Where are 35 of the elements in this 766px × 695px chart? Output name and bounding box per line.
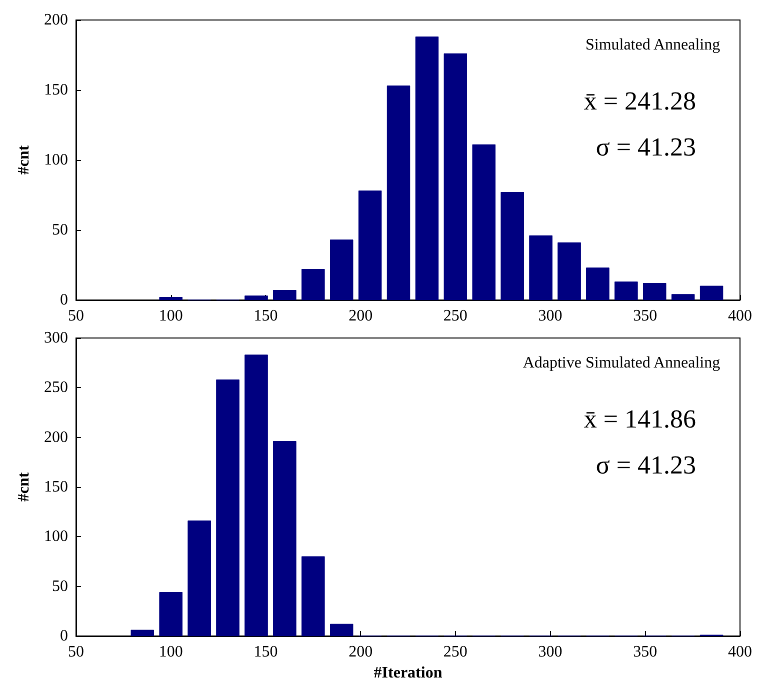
y-tick-label: 250 — [44, 379, 68, 396]
x-tick-label: 100 — [158, 644, 183, 660]
y-axis-title: #cnt — [16, 144, 32, 175]
y-tick-label: 0 — [60, 292, 68, 308]
text: Adaptive Simulated Annealing — [522, 354, 720, 372]
y-tick-label: 50 — [52, 222, 68, 238]
x-tick-label: 200 — [348, 644, 373, 660]
y-tick-label: 100 — [44, 152, 68, 168]
x-tick-label: 250 — [443, 644, 468, 660]
x-tick-label: 350 — [633, 308, 658, 324]
x-tick-label: 400 — [728, 644, 752, 660]
y-tick-label: 200 — [44, 12, 68, 28]
x-tick-label: 400 — [728, 308, 752, 324]
annotation: x̄ = 241.28 — [584, 86, 696, 116]
x-axis-title: #Iteration — [374, 664, 442, 682]
annotation: σ = 41.23 — [596, 450, 696, 480]
x-tick-label: 150 — [254, 644, 278, 660]
x-tick-label: 300 — [538, 644, 562, 660]
text: Simulated Annealing — [585, 36, 720, 54]
annotation: σ = 41.23 — [596, 132, 696, 162]
y-tick-label: 150 — [44, 82, 68, 98]
y-tick-label: 150 — [44, 478, 68, 496]
x-tick-label: 250 — [443, 308, 468, 324]
y-tick-label: 200 — [44, 428, 68, 446]
x-tick-label: 350 — [633, 644, 658, 660]
y-tick-label: 300 — [44, 330, 68, 346]
y-tick-label: 50 — [52, 578, 68, 595]
y-axis-title: #cnt — [16, 472, 32, 502]
y-tick-label: 0 — [60, 628, 68, 644]
x-tick-label: 100 — [158, 308, 183, 324]
y-tick-label: 100 — [44, 528, 68, 546]
x-tick-label: 300 — [538, 308, 562, 324]
annotation: x̄ = 141.86 — [584, 404, 696, 434]
x-tick-label: 150 — [254, 308, 278, 324]
x-tick-label: 200 — [348, 308, 373, 324]
